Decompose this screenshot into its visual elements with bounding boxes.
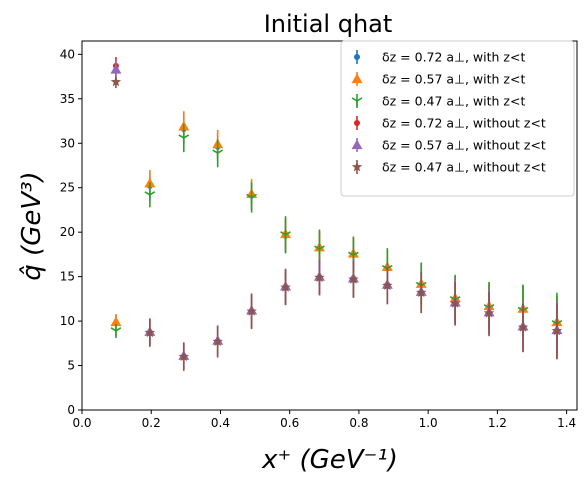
legend-marker	[351, 161, 363, 172]
data-point	[110, 63, 122, 74]
data-point	[551, 325, 563, 336]
data-point	[517, 321, 529, 332]
y-tick-label: 15	[60, 270, 75, 284]
data-point	[144, 191, 156, 201]
x-tick-label: 0.2	[142, 416, 161, 430]
data-point	[212, 149, 224, 159]
y-tick-label: 30	[60, 136, 75, 150]
legend-marker	[351, 73, 363, 84]
y-tick-label: 5	[67, 359, 75, 373]
y-tick-label: 25	[60, 181, 75, 195]
legend-entry-6: δz = 0.47 a⊥, without z<t	[351, 160, 546, 175]
x-axis-label: x⁺ (GeV⁻¹)	[261, 445, 398, 475]
legend-label: δz = 0.57 a⊥, with z<t	[382, 72, 525, 87]
data-point	[178, 134, 190, 144]
legend-label: δz = 0.47 a⊥, without z<t	[382, 160, 546, 175]
data-point	[110, 327, 122, 337]
x-tick-label: 0.0	[72, 416, 91, 430]
data-point	[178, 351, 189, 362]
legend-entry-1: δz = 0.72 a⊥, with z<t	[354, 50, 525, 65]
data-point	[246, 305, 257, 316]
x-tick-label: 1.4	[557, 416, 576, 430]
legend-marker	[354, 54, 360, 60]
x-tick-label: 1.0	[419, 416, 438, 430]
data-point	[314, 272, 325, 282]
data-point	[110, 76, 122, 87]
data-point	[483, 307, 495, 318]
y-tick-label: 20	[60, 225, 75, 239]
ticks-layer: 0.0 0.2 0.4 0.6 0.8 1.0 1.2 1.4 0 5 10 15 20 25 30 35 40	[60, 47, 576, 430]
legend-label: δz = 0.72 a⊥, without z<t	[382, 116, 546, 131]
legend-marker	[351, 97, 363, 107]
data-point	[246, 193, 257, 203]
data-point	[348, 273, 359, 284]
data-point	[280, 231, 291, 241]
y-tick-label: 10	[60, 314, 75, 328]
series-6	[110, 75, 563, 371]
legend-label: δz = 0.72 a⊥, with z<t	[382, 50, 525, 65]
series-layer	[110, 57, 563, 371]
legend-label: δz = 0.57 a⊥, without z<t	[382, 138, 546, 153]
plot-frame	[81, 40, 578, 411]
legend-entry-3: δz = 0.47 a⊥, with z<t	[351, 94, 525, 109]
legend: δz = 0.72 a⊥, with z<t δz = 0.57 a⊥, with…	[340, 40, 575, 197]
x-tick-label: 0.6	[280, 416, 299, 430]
data-point	[212, 336, 223, 346]
x-tick-label: 0.4	[211, 416, 230, 430]
legend-entry-5: δz = 0.57 a⊥, without z<t	[351, 138, 546, 153]
legend-marker	[354, 120, 360, 126]
data-point	[314, 245, 325, 255]
legend-label: δz = 0.47 a⊥, with z<t	[382, 94, 525, 109]
data-point	[144, 327, 156, 338]
x-tick-label: 1.2	[488, 416, 507, 430]
legend-entry-2: δz = 0.57 a⊥, with z<t	[351, 72, 525, 87]
legend-marker	[351, 139, 363, 150]
legend-entry-4: δz = 0.72 a⊥, without z<t	[354, 116, 546, 131]
data-point	[280, 281, 291, 292]
data-point	[449, 297, 461, 308]
y-tick-label: 0	[67, 403, 75, 417]
data-point	[416, 287, 427, 298]
x-tick-label: 0.8	[349, 416, 368, 430]
data-point	[382, 280, 393, 290]
chart-title: Initial qhat	[264, 10, 393, 38]
y-tick-label: 40	[60, 47, 75, 61]
data-point	[110, 316, 122, 327]
y-tick-label: 35	[60, 92, 75, 106]
y-axis-label: q̂ (GeV³)	[17, 171, 47, 280]
legend-box	[340, 40, 575, 197]
